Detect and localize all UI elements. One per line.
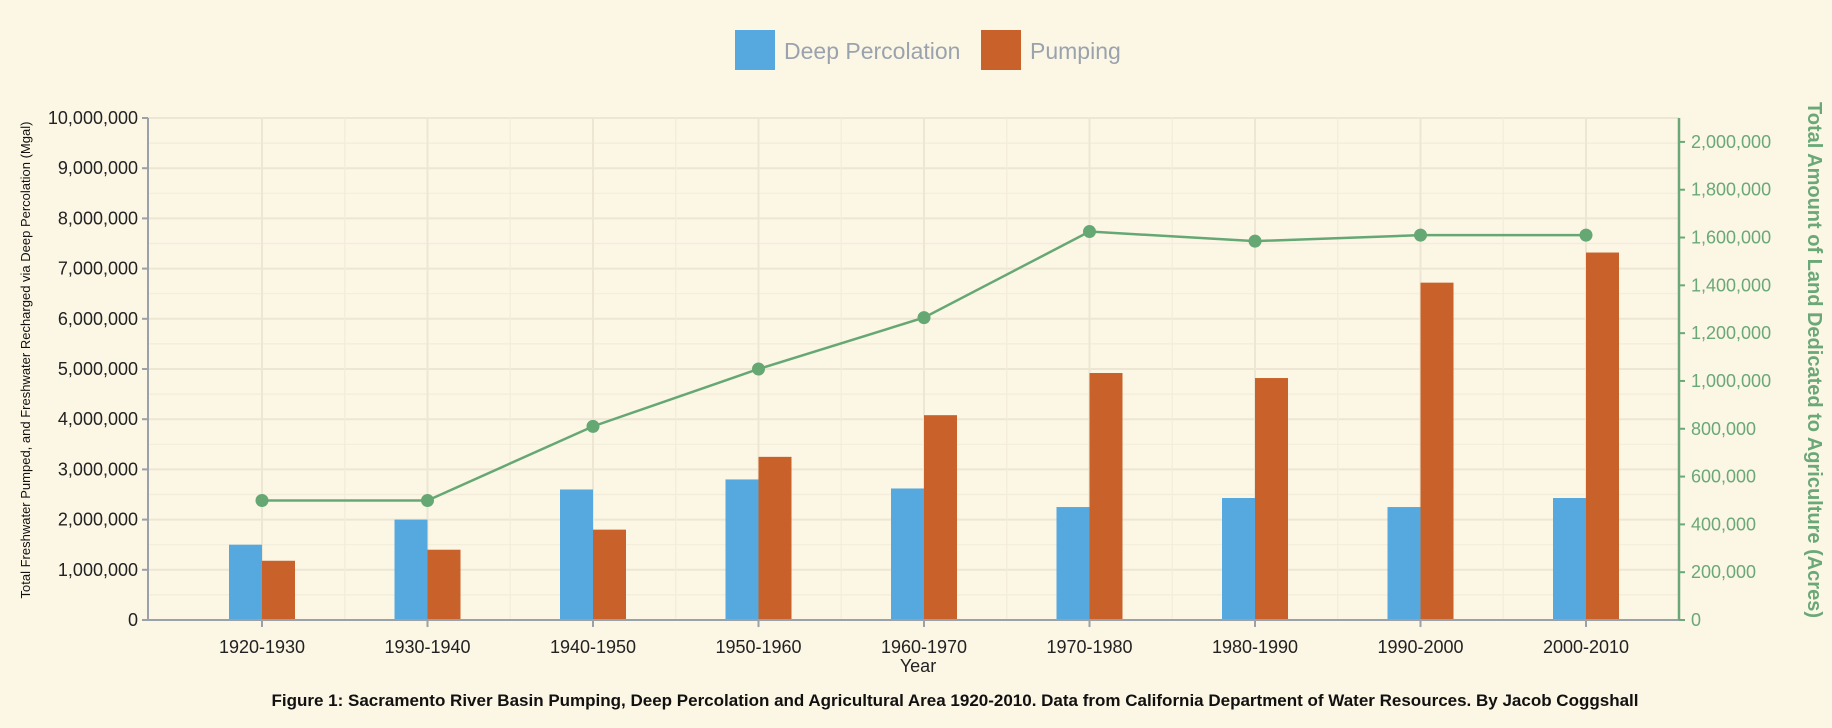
bar-pumping-1920-1930 (262, 560, 295, 620)
figure-caption: Figure 1: Sacramento River Basin Pumping… (272, 691, 1639, 710)
bar-pumping-1970-1980 (1089, 373, 1123, 620)
bar-deep-percolation-1990-2000 (1387, 507, 1421, 620)
bar-deep-percolation-1980-1990 (1222, 498, 1255, 620)
y-axis-left-label: Total Freshwater Pumped, and Freshwater … (18, 122, 33, 599)
bar-deep-percolation-1920-1930 (229, 544, 262, 620)
x-axis-label: Year (900, 656, 936, 676)
legend-swatch-pumping (981, 30, 1021, 70)
bar-pumping-1950-1960 (758, 456, 792, 620)
y-left-tick-label: 1,000,000 (58, 560, 138, 580)
x-tick-label: 1970-1980 (1046, 637, 1132, 657)
bars (229, 252, 1619, 620)
axes: 0 1,000,000 2,000,000 3,000,000 4,000,000 5,0… (48, 108, 1771, 657)
y-left-tick-label: 5,000,000 (58, 359, 138, 379)
legend-swatch-deep-percolation (735, 30, 775, 70)
line-point-1990-2000 (1414, 228, 1427, 242)
line-point-2000-2010 (1579, 228, 1593, 242)
x-tick-label: 1990-2000 (1377, 637, 1463, 657)
y-left-tick-label: 8,000,000 (58, 208, 138, 228)
y-right-tick-label: 200,000 (1691, 562, 1756, 582)
y-right-tick-label: 1,600,000 (1691, 228, 1771, 248)
x-tick-label: 1940-1950 (550, 637, 636, 657)
y-right-tick-label: 600,000 (1691, 467, 1756, 487)
legend-label-pumping: Pumping (1030, 38, 1121, 64)
bar-pumping-1980-1990 (1255, 378, 1288, 620)
legend: Deep Percolation Pumping (735, 30, 1121, 70)
y-right-tick-label: 1,800,000 (1691, 180, 1771, 200)
y-left-tick-label: 4,000,000 (58, 409, 138, 429)
y-left-tick-label: 2,000,000 (58, 510, 138, 530)
bar-pumping-1990-2000 (1420, 282, 1454, 620)
bar-deep-percolation-1970-1980 (1056, 507, 1090, 620)
bar-deep-percolation-1950-1960 (725, 479, 759, 620)
y-right-tick-label: 1,000,000 (1691, 371, 1771, 391)
x-tick-label: 1930-1940 (384, 637, 470, 657)
line-point-1980-1990 (1248, 234, 1262, 248)
line-point-1960-1970 (917, 311, 931, 325)
x-tick-label: 1950-1960 (715, 637, 801, 657)
y-left-tick-label: 10,000,000 (48, 108, 138, 128)
line-point-1930-1940 (421, 493, 434, 507)
line-point-1920-1930 (255, 493, 269, 507)
line-series (255, 225, 1593, 507)
y-right-tick-label: 1,200,000 (1691, 323, 1771, 343)
bar-deep-percolation-1930-1940 (394, 519, 428, 620)
y-left-tick-label: 6,000,000 (58, 309, 138, 329)
bar-pumping-2000-2010 (1586, 252, 1619, 620)
y-left-tick-label: 9,000,000 (58, 158, 138, 178)
y-axis-right-label: Total Amount of Land Dedicated to Agricu… (1803, 102, 1825, 618)
y-left-tick-label: 3,000,000 (58, 459, 138, 479)
y-right-tick-label: 800,000 (1691, 419, 1756, 439)
bar-deep-percolation-1960-1970 (891, 488, 924, 620)
x-tick-label: 1980-1990 (1212, 637, 1298, 657)
y-left-tick-label: 7,000,000 (58, 259, 138, 279)
bar-pumping-1930-1940 (427, 549, 461, 620)
line-point-1950-1960 (752, 362, 765, 376)
bar-deep-percolation-1940-1950 (560, 489, 593, 620)
line-point-1940-1950 (586, 419, 600, 433)
x-tick-label: 1920-1930 (219, 637, 305, 657)
line-point-1970-1980 (1083, 225, 1096, 239)
bar-pumping-1960-1970 (924, 415, 957, 620)
y-right-tick-label: 2,000,000 (1691, 132, 1771, 152)
y-right-tick-label: 0 (1691, 610, 1701, 630)
y-left-tick-label: 0 (128, 610, 138, 630)
legend-label-deep-percolation: Deep Percolation (784, 38, 960, 64)
bar-pumping-1940-1950 (593, 529, 626, 620)
y-right-tick-label: 400,000 (1691, 514, 1756, 534)
x-tick-label: 1960-1970 (881, 637, 967, 657)
x-tick-label: 2000-2010 (1543, 637, 1629, 657)
bar-deep-percolation-2000-2010 (1553, 498, 1586, 620)
y-right-tick-label: 1,400,000 (1691, 275, 1771, 295)
